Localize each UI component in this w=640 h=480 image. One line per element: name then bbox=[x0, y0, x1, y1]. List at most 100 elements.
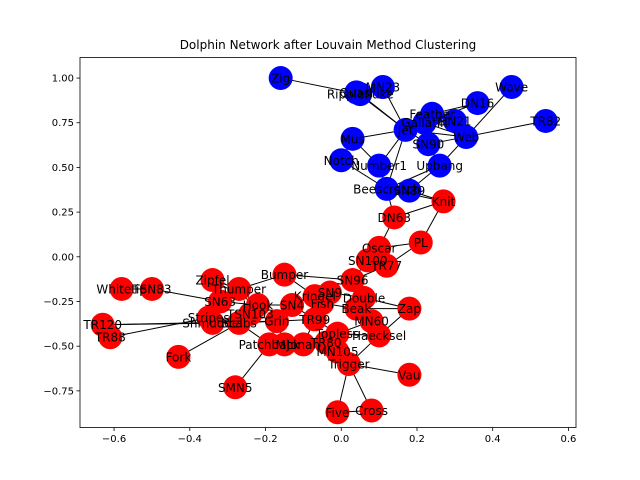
node-label: TR77 bbox=[370, 259, 402, 273]
node-tr88 bbox=[98, 325, 123, 350]
node-label: Beescratch bbox=[353, 182, 420, 196]
x-tick-label: −0.6 bbox=[102, 434, 126, 445]
y-tick-label: −0.25 bbox=[43, 297, 74, 308]
edge bbox=[428, 120, 546, 145]
node-label: MN23 bbox=[366, 80, 401, 94]
node-tr99 bbox=[302, 307, 327, 332]
node-label: Fork bbox=[166, 350, 192, 364]
node-label: Number1 bbox=[351, 159, 407, 173]
node-cross bbox=[359, 398, 384, 423]
node-vau bbox=[397, 362, 422, 387]
node-scabs bbox=[227, 310, 252, 335]
x-tick-label: −0.4 bbox=[178, 434, 202, 445]
node-tr82 bbox=[533, 108, 558, 133]
node-grin bbox=[264, 309, 289, 334]
node-label: Knit bbox=[432, 195, 456, 209]
node-label: Ripplefluke bbox=[327, 88, 394, 102]
node-label: Zig bbox=[271, 72, 290, 86]
node-label: Mh bbox=[275, 338, 293, 352]
node-fork bbox=[166, 344, 191, 369]
node-label: Shmuddel bbox=[182, 316, 242, 330]
node-trigger bbox=[336, 352, 361, 377]
node-zap bbox=[397, 296, 422, 321]
node-whitetip bbox=[109, 276, 134, 301]
node-label: MN60 bbox=[354, 315, 389, 329]
node-label: Zap bbox=[398, 302, 421, 316]
node-smn5 bbox=[223, 375, 248, 400]
node-thumper bbox=[227, 276, 252, 301]
x-tick-label: 0.2 bbox=[409, 434, 425, 445]
node-five bbox=[325, 400, 350, 425]
y-tick-label: −0.50 bbox=[43, 342, 74, 353]
y-tick-label: 0.25 bbox=[52, 208, 74, 219]
node-label: Mus bbox=[341, 132, 365, 146]
node-label: SN96 bbox=[337, 274, 369, 288]
node-zipfel bbox=[200, 268, 225, 293]
plot-frame bbox=[79, 57, 577, 428]
node-sn89 bbox=[397, 178, 422, 203]
node-label: Trigger bbox=[327, 358, 369, 372]
edge bbox=[110, 317, 209, 338]
node-label: Web bbox=[453, 131, 479, 145]
node-label: DN16 bbox=[461, 97, 495, 111]
node-pl bbox=[408, 230, 433, 255]
node-label: SN63 bbox=[204, 295, 236, 309]
node-tsn83 bbox=[139, 276, 164, 301]
node-upbang bbox=[427, 153, 452, 178]
node-wave bbox=[499, 74, 524, 99]
node-label: SN89 bbox=[393, 184, 425, 198]
node-label: Hook bbox=[243, 299, 274, 313]
node-web bbox=[454, 125, 479, 150]
node-label: Fish bbox=[311, 297, 334, 311]
node-haecksel bbox=[367, 323, 392, 348]
node-label: SN100 bbox=[348, 254, 388, 268]
node-label: Patchback bbox=[239, 338, 301, 352]
y-axis: −0.75 −0.50 −0.25 0.00 0.25 0.50 0.75 1.00 bbox=[43, 74, 80, 397]
node-mn23 bbox=[370, 74, 395, 99]
node-label: Quasi bbox=[339, 86, 373, 100]
node-label: Thumper bbox=[211, 282, 266, 296]
node-dn16 bbox=[465, 91, 490, 116]
node-beescratch bbox=[374, 176, 399, 201]
node-label: Notch bbox=[324, 154, 359, 168]
x-tick-label: −0.2 bbox=[253, 434, 277, 445]
node-label: Feather bbox=[409, 107, 455, 121]
node-sn100 bbox=[355, 248, 380, 273]
node-sn96 bbox=[340, 268, 365, 293]
x-tick-label: 0.0 bbox=[333, 434, 349, 445]
x-axis: −0.6 −0.4 −0.2 0.0 0.2 0.4 0.6 bbox=[102, 427, 576, 445]
node-mus bbox=[340, 126, 365, 151]
node-knit bbox=[431, 189, 456, 214]
node-sn90 bbox=[416, 132, 441, 157]
node-number1 bbox=[367, 153, 392, 178]
node-label: SN4 bbox=[280, 299, 304, 313]
node-label: DN63 bbox=[378, 211, 412, 225]
x-tick-label: 0.4 bbox=[485, 434, 501, 445]
y-tick-label: 0.75 bbox=[52, 118, 74, 129]
y-tick-label: 0.50 bbox=[52, 163, 74, 174]
node-tr77 bbox=[374, 253, 399, 278]
y-tick-label: 1.00 bbox=[52, 74, 74, 85]
node-label: DN21 bbox=[438, 114, 472, 128]
node-label: TR120 bbox=[82, 318, 122, 332]
node-label: TR80 bbox=[310, 336, 342, 350]
node-label: TR99 bbox=[298, 313, 330, 327]
node-jet bbox=[393, 117, 418, 142]
node-label: SN90 bbox=[412, 138, 444, 152]
node-label: Topless bbox=[315, 327, 359, 341]
node-label: TSN83 bbox=[131, 282, 171, 296]
node-label: Double bbox=[343, 291, 386, 305]
node-label: Cross bbox=[355, 404, 388, 418]
node-label: TSN103 bbox=[226, 307, 274, 321]
node-label: Stripes bbox=[188, 311, 230, 325]
node-label: Oscar bbox=[362, 241, 397, 255]
node-shmuddel bbox=[200, 310, 225, 335]
node-sn4 bbox=[280, 293, 305, 318]
node-label: Jet bbox=[397, 123, 414, 137]
node-label: Bumper bbox=[261, 268, 309, 282]
node-label: SMN5 bbox=[218, 381, 253, 395]
node-label: MN105 bbox=[316, 345, 358, 359]
